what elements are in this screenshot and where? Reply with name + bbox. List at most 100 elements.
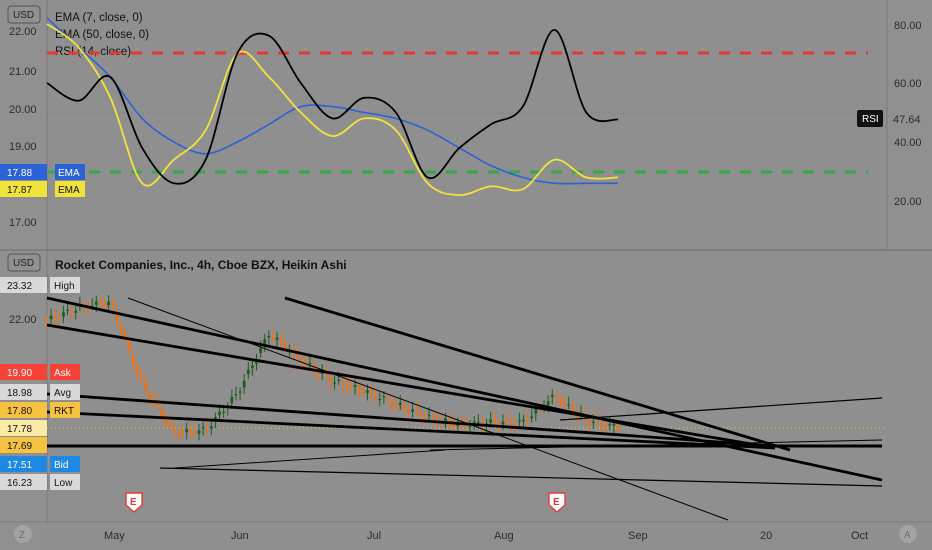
candle-body[interactable] <box>267 336 271 338</box>
bottom-pane[interactable]: USD Rocket Companies, Inc., 4h, Cboe BZX… <box>0 253 887 521</box>
candle-body[interactable] <box>550 394 554 397</box>
candle-body[interactable] <box>596 419 599 421</box>
candle-body[interactable] <box>563 401 566 403</box>
earnings-marker-may[interactable]: E <box>125 492 143 513</box>
candle-body[interactable] <box>197 430 201 434</box>
trendline-thin[interactable] <box>559 397 883 421</box>
candle-body[interactable] <box>49 315 53 320</box>
price-badge-high[interactable]: 23.32 High <box>0 277 80 293</box>
candle-body[interactable] <box>74 310 78 313</box>
candle-body[interactable] <box>431 417 435 419</box>
candle-body[interactable] <box>148 392 152 399</box>
candle-body[interactable] <box>419 413 423 417</box>
candle-body[interactable] <box>608 424 612 426</box>
candle-body[interactable] <box>374 395 378 399</box>
trendline-thick[interactable] <box>284 296 791 452</box>
candle-body[interactable] <box>94 301 98 305</box>
candle-body[interactable] <box>234 394 238 396</box>
right-price-scale[interactable] <box>887 0 932 250</box>
candle-body[interactable] <box>518 420 521 422</box>
candle-body[interactable] <box>103 304 106 307</box>
candle-body[interactable] <box>99 302 102 305</box>
ema-badge-blue[interactable]: 17.88 EMA <box>0 164 85 180</box>
time-axis-left-button[interactable]: Z <box>14 525 32 543</box>
candle-body[interactable] <box>489 419 493 423</box>
candle-body[interactable] <box>57 317 61 319</box>
candle-body[interactable] <box>353 384 357 387</box>
candle-body[interactable] <box>546 401 550 406</box>
candle-body[interactable] <box>316 371 320 374</box>
candle-body[interactable] <box>386 398 390 401</box>
candle-body[interactable] <box>345 386 349 389</box>
candle-body[interactable] <box>263 339 267 345</box>
candle-body[interactable] <box>534 408 538 414</box>
earnings-marker-aug[interactable]: E <box>548 492 566 513</box>
candle-body[interactable] <box>472 421 476 423</box>
price-badge-yellow[interactable]: 17.69 <box>0 437 47 453</box>
candle-body[interactable] <box>476 421 480 423</box>
candle-body[interactable] <box>135 366 139 372</box>
candle-body[interactable] <box>402 404 406 409</box>
legend-ema-fast[interactable]: EMA (7, close, 0) <box>55 12 143 24</box>
candle-body[interactable] <box>591 421 595 424</box>
rsi-value-badge[interactable]: RSI 47.64 <box>857 110 921 127</box>
candle-body[interactable] <box>349 386 353 388</box>
trendline-thick[interactable] <box>46 410 776 450</box>
candle-body[interactable] <box>407 409 410 413</box>
candle-body[interactable] <box>111 302 115 306</box>
candle-body[interactable] <box>567 404 571 406</box>
candle-body[interactable] <box>292 349 295 351</box>
candle-body[interactable] <box>189 429 193 431</box>
candle-body[interactable] <box>600 422 603 424</box>
candle-body[interactable] <box>530 416 534 419</box>
trendline-thin[interactable] <box>174 449 446 469</box>
candle-body[interactable] <box>164 420 168 424</box>
candle-body[interactable] <box>378 398 382 401</box>
candle-body[interactable] <box>501 421 505 425</box>
candle-body[interactable] <box>45 319 49 321</box>
candle-body[interactable] <box>53 317 57 319</box>
candle-body[interactable] <box>329 378 332 382</box>
legend-ema-slow[interactable]: EMA (50, close, 0) <box>55 29 149 41</box>
candle-body[interactable] <box>357 387 361 391</box>
candle-body[interactable] <box>86 307 90 310</box>
price-badge-ask[interactable]: 19.90 Ask <box>0 364 80 380</box>
candle-body[interactable] <box>283 345 287 350</box>
auto-scale-button[interactable]: A <box>899 525 917 543</box>
candle-body[interactable] <box>160 410 164 416</box>
candle-body[interactable] <box>468 426 472 428</box>
trendline-thick[interactable] <box>46 296 883 482</box>
candle-body[interactable] <box>398 402 402 405</box>
candle-body[interactable] <box>522 419 525 422</box>
candle-body[interactable] <box>464 424 468 427</box>
candle-body[interactable] <box>271 336 275 339</box>
candle-body[interactable] <box>361 391 365 394</box>
currency-badge-bottom[interactable]: USD <box>7 253 41 272</box>
candle-body[interactable] <box>493 419 497 423</box>
candle-body[interactable] <box>181 432 184 435</box>
candle-body[interactable] <box>390 402 394 406</box>
candle-body[interactable] <box>415 408 419 411</box>
candle-body[interactable] <box>448 419 451 423</box>
candle-body[interactable] <box>222 411 226 413</box>
candle-body[interactable] <box>250 365 254 369</box>
candle-body[interactable] <box>587 421 591 424</box>
symbol-title[interactable]: Rocket Companies, Inc., 4h, Cboe BZX, He… <box>55 258 347 272</box>
candle-body[interactable] <box>370 389 373 392</box>
candle-body[interactable] <box>612 423 616 426</box>
trendline-thin[interactable] <box>429 439 883 451</box>
trendline-thin[interactable] <box>159 467 883 487</box>
candle-body[interactable] <box>123 333 127 338</box>
candle-body[interactable] <box>304 361 308 363</box>
candle-body[interactable] <box>70 310 74 313</box>
candle-body[interactable] <box>246 369 250 375</box>
candle-body[interactable] <box>205 428 209 430</box>
candle-body[interactable] <box>308 362 312 365</box>
candle-body[interactable] <box>554 397 558 399</box>
candle-body[interactable] <box>230 397 234 404</box>
candle-body[interactable] <box>423 417 427 419</box>
trendline-thick[interactable] <box>46 323 776 450</box>
candle-body[interactable] <box>382 396 386 398</box>
candle-body[interactable] <box>255 360 258 364</box>
